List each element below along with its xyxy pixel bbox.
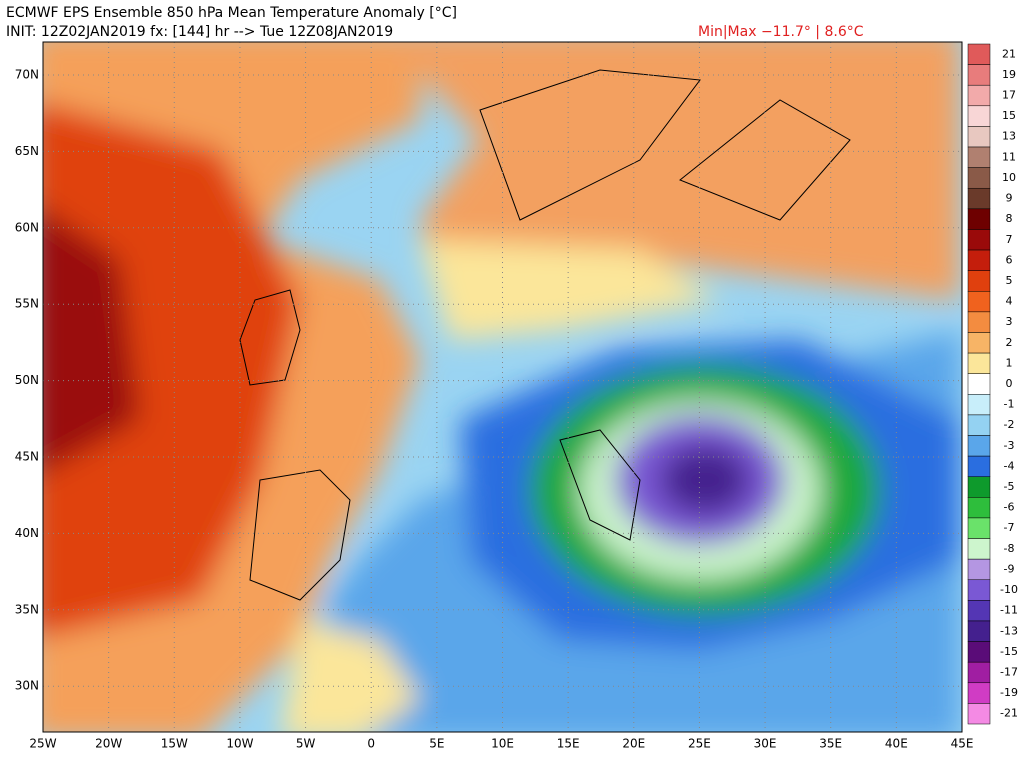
colorbar-label: -8 <box>1004 542 1015 555</box>
colorbar-swatch <box>967 497 991 519</box>
colorbar-swatch <box>967 620 991 642</box>
colorbar-swatch <box>967 558 991 581</box>
colorbar-label: 17 <box>1002 89 1016 102</box>
colorbar-label: 10 <box>1002 171 1016 184</box>
colorbar-swatch <box>967 641 991 663</box>
lon-label: 30E <box>754 737 777 751</box>
lat-label: 40N <box>15 526 39 540</box>
lon-label: 5E <box>429 737 444 751</box>
colorbar-swatch <box>967 105 991 127</box>
colorbar-swatch <box>967 600 991 622</box>
colorbar-swatch <box>967 332 991 354</box>
colorbar-swatch <box>967 84 991 107</box>
lon-label: 25W <box>29 737 56 751</box>
colorbar: 211917151311109876543210-1-2-3-4-5-6-7-8… <box>967 43 1018 725</box>
colorbar-label: 6 <box>1006 253 1013 266</box>
colorbar-swatch <box>967 352 991 374</box>
colorbar-label: -1 <box>1004 398 1015 411</box>
colorbar-swatch <box>967 476 991 498</box>
colorbar-swatch <box>967 579 991 601</box>
lon-label: 25E <box>688 737 711 751</box>
colorbar-swatch <box>967 682 991 704</box>
colorbar-label: -9 <box>1004 562 1015 575</box>
colorbar-label: 3 <box>1006 315 1013 328</box>
lon-label: 45E <box>951 737 974 751</box>
lon-label: 15W <box>161 737 188 751</box>
lon-label: 10W <box>226 737 253 751</box>
colorbar-swatch <box>967 394 991 416</box>
colorbar-label: -4 <box>1004 459 1015 472</box>
lon-label: 20E <box>622 737 645 751</box>
colorbar-swatch <box>967 455 991 477</box>
lon-label: 40E <box>885 737 908 751</box>
colorbar-label: 2 <box>1006 336 1013 349</box>
colorbar-swatch <box>967 146 991 168</box>
colorbar-swatch <box>967 208 991 230</box>
colorbar-swatch <box>967 270 991 292</box>
colorbar-label: 1 <box>1006 356 1013 369</box>
colorbar-label: 7 <box>1006 233 1013 246</box>
min-max: Min|Max −11.7° | 8.6°C <box>698 24 864 40</box>
lat-label: 60N <box>15 220 39 234</box>
colorbar-swatch <box>967 373 991 395</box>
colorbar-swatch <box>967 291 991 313</box>
init-line: INIT: 12Z02JAN2019 fx: [144] hr --> Tue … <box>6 24 393 40</box>
colorbar-swatch <box>967 311 991 333</box>
lon-label: 20W <box>95 737 122 751</box>
colorbar-swatch <box>967 661 991 684</box>
colorbar-swatch <box>967 517 991 539</box>
colorbar-label: 15 <box>1002 109 1016 122</box>
graticule: 70N 65N 60N 55N 50N 45N 40N 35N 30N 25W 20W 15W 10W 5… <box>15 42 974 751</box>
colorbar-label: -2 <box>1004 418 1015 431</box>
lat-label: 50N <box>15 373 39 387</box>
colorbar-label: 11 <box>1002 150 1016 163</box>
colorbar-label: -6 <box>1004 501 1015 514</box>
colorbar-label: 19 <box>1002 68 1016 81</box>
colorbar-label: -11 <box>1000 604 1018 617</box>
lon-label: 5W <box>296 737 316 751</box>
colorbar-swatch <box>967 249 991 271</box>
lat-label: 35N <box>15 602 39 616</box>
colorbar-label: -19 <box>1000 686 1018 699</box>
lon-label: 10E <box>491 737 514 751</box>
lon-label: 0 <box>367 737 375 751</box>
colorbar-label: 5 <box>1006 274 1013 287</box>
colorbar-label: 13 <box>1002 130 1016 143</box>
colorbar-label: -7 <box>1004 521 1015 534</box>
colorbar-swatch <box>967 43 991 65</box>
colorbar-label: 21 <box>1002 47 1016 60</box>
colorbar-swatch <box>967 64 991 86</box>
lat-label: 55N <box>15 297 39 311</box>
colorbar-label: 4 <box>1006 295 1013 308</box>
lat-label: 45N <box>15 450 39 464</box>
colorbar-swatch <box>967 187 991 210</box>
colorbar-swatch <box>967 703 991 725</box>
colorbar-label: 9 <box>1006 192 1013 205</box>
lat-label: 30N <box>15 679 39 693</box>
colorbar-label: -15 <box>1000 645 1018 658</box>
colorbar-label: 8 <box>1006 212 1013 225</box>
colorbar-label: -5 <box>1004 480 1015 493</box>
map-frame <box>42 41 963 733</box>
lat-label: 65N <box>15 144 39 158</box>
colorbar-swatch <box>967 167 991 189</box>
colorbar-swatch <box>967 538 991 560</box>
colorbar-label: -21 <box>1000 707 1018 720</box>
map-field <box>43 42 962 732</box>
colorbar-label: -13 <box>1000 624 1018 637</box>
colorbar-swatch <box>967 435 991 457</box>
colorbar-label: 0 <box>1006 377 1013 390</box>
title: ECMWF EPS Ensemble 850 hPa Mean Temperat… <box>6 5 457 21</box>
lon-label: 15E <box>557 737 580 751</box>
colorbar-swatch <box>967 126 991 148</box>
colorbar-swatch <box>967 229 991 251</box>
lat-label: 70N <box>15 68 39 82</box>
colorbar-label: -3 <box>1004 439 1015 452</box>
colorbar-swatch <box>967 414 991 436</box>
colorbar-label: -17 <box>1000 665 1018 678</box>
colorbar-label: -10 <box>1000 583 1018 596</box>
lon-label: 35E <box>819 737 842 751</box>
